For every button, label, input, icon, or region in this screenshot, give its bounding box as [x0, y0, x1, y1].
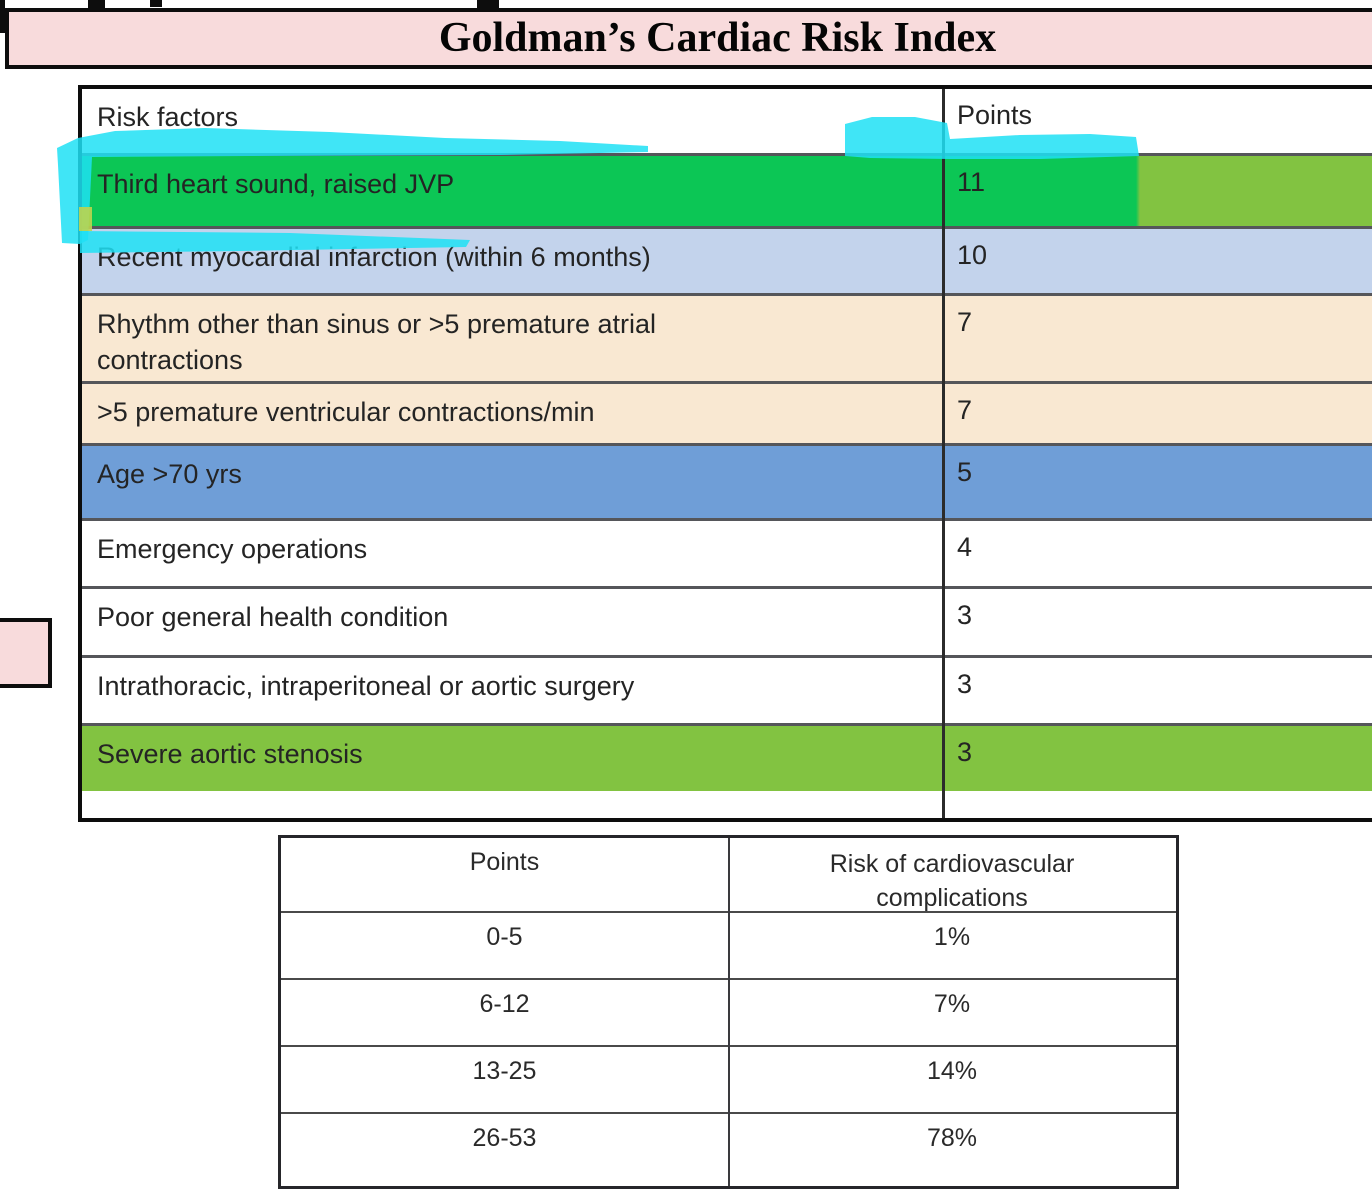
risk-factor-label: Intrathoracic, intraperitoneal or aortic… [97, 671, 635, 701]
table-row: Poor general health condition 3 [82, 586, 1372, 655]
table-row: Severe aortic stenosis 3 [82, 723, 1372, 791]
points-range: 26-53 [472, 1124, 537, 1152]
risk-table-header-row: Risk factors Points [82, 89, 1372, 153]
points-range: 13-25 [472, 1057, 537, 1085]
cropped-text-remnant [88, 0, 105, 9]
risk-factors-table: Risk factors Points Third heart sound, r… [78, 85, 1372, 822]
header-points: Points [957, 100, 1033, 130]
cropped-text-remnant [477, 0, 499, 8]
table-row: Age >70 yrs 5 [82, 443, 1372, 518]
table-row: Emergency operations 4 [82, 518, 1372, 586]
header-risk-label: Risk of cardiovascular complications [829, 850, 1075, 912]
risk-score-table: Points Risk of cardiovascular complicati… [278, 835, 1179, 1189]
header-risk-factors: Risk factors [97, 102, 239, 132]
risk-factor-label: >5 premature ventricular contractions/mi… [97, 397, 595, 427]
risk-factor-label: Age >70 yrs [97, 459, 242, 489]
table-row: Recent myocardial infarction (within 6 m… [82, 226, 1372, 293]
pink-callout-box [0, 618, 52, 688]
score-table-header-row: Points Risk of cardiovascular complicati… [281, 838, 1176, 912]
risk-points-value: 3 [957, 737, 973, 767]
risk-points-value: 5 [957, 457, 973, 487]
risk-factor-label: Third heart sound, raised JVP [97, 169, 455, 199]
risk-factor-label: Severe aortic stenosis [97, 739, 363, 769]
risk-factor-label: Rhythm other than sinus or >5 premature … [97, 309, 657, 375]
points-range: 0-5 [486, 923, 523, 951]
risk-points-value: 7 [957, 395, 973, 425]
risk-percent: 78% [926, 1124, 978, 1152]
risk-percent: 14% [926, 1057, 978, 1085]
risk-percent: 7% [933, 990, 971, 1018]
table-row: >5 premature ventricular contractions/mi… [82, 381, 1372, 443]
title-banner: Goldman’s Cardiac Risk Index [5, 8, 1372, 69]
points-range: 6-12 [479, 990, 530, 1018]
column-divider [942, 89, 945, 818]
risk-points-value: 10 [957, 240, 988, 270]
cropped-text-remnant [0, 0, 5, 33]
header-risk: Risk of cardiovascular complications [728, 838, 1176, 912]
table-row: Rhythm other than sinus or >5 premature … [82, 293, 1372, 381]
risk-factor-label: Emergency operations [97, 534, 368, 564]
risk-points-value: 3 [957, 669, 973, 699]
cropped-text-remnant [150, 0, 162, 7]
page-title: Goldman’s Cardiac Risk Index [438, 15, 997, 61]
risk-points-value: 7 [957, 307, 973, 337]
risk-points-value: 3 [957, 600, 973, 630]
risk-factor-label: Recent myocardial infarction (within 6 m… [97, 242, 651, 272]
risk-percent: 1% [933, 923, 971, 951]
header-points: Points [469, 848, 540, 876]
table-row: Intrathoracic, intraperitoneal or aortic… [82, 655, 1372, 723]
risk-points-value: 11 [957, 167, 986, 197]
column-divider [728, 838, 730, 1186]
risk-factor-label: Poor general health condition [97, 602, 449, 632]
table-row: Third heart sound, raised JVP 11 [82, 153, 1372, 226]
risk-points-value: 4 [957, 532, 973, 562]
